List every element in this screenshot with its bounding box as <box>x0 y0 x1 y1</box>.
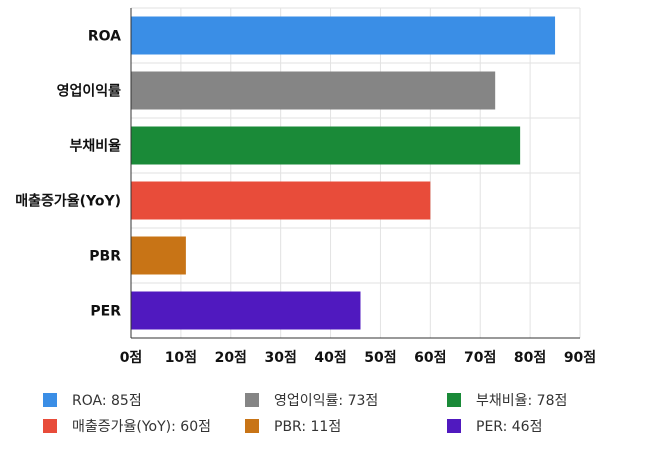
bar <box>131 16 556 55</box>
category-label: 영업이익률 <box>57 83 122 100</box>
legend-label: ROA: 85점 <box>72 393 142 409</box>
x-tick-label: 0점 <box>120 349 143 366</box>
x-tick-label: 10점 <box>165 349 197 366</box>
legend-item: PER: 46점 <box>447 415 542 437</box>
bar <box>131 181 431 220</box>
bars <box>131 16 556 330</box>
legend-item: 영업이익률: 73점 <box>245 389 378 411</box>
grid-lines <box>131 7 581 339</box>
bar <box>131 71 496 110</box>
legend-item: 부채비율: 78점 <box>447 389 567 411</box>
legend-swatch <box>43 419 57 433</box>
x-tick-label: 60점 <box>414 349 446 366</box>
category-label: PER <box>90 304 121 320</box>
x-tick-labels: 0점 10점 20점 30점 40점 50점 60점 70점 80점 90점 <box>120 349 597 366</box>
category-label: PBR <box>89 249 121 265</box>
legend-swatch <box>447 419 461 433</box>
bar <box>131 236 186 275</box>
x-tick-label: 30점 <box>264 349 296 366</box>
legend-swatch <box>43 393 57 407</box>
legend-swatch <box>447 393 461 407</box>
legend-item: 매출증가율(YoY): 60점 <box>43 415 211 437</box>
x-tick-label: 70점 <box>464 349 496 366</box>
legend-label: PER: 46점 <box>476 419 543 435</box>
x-tick-label: 90점 <box>564 349 596 366</box>
category-label: 부채비율 <box>69 138 121 155</box>
legend-label: 부채비율: 78점 <box>476 393 568 409</box>
legend-swatch <box>245 393 259 407</box>
legend-item: ROA: 85점 <box>43 389 142 411</box>
x-tick-label: 80점 <box>514 349 546 366</box>
category-label: 매출증가율(YoY) <box>15 193 121 210</box>
legend-label: PBR: 11점 <box>274 419 342 435</box>
legend-item: PBR: 11점 <box>245 415 341 437</box>
legend-label: 영업이익률: 73점 <box>274 393 379 409</box>
bar <box>131 291 361 330</box>
bar <box>131 126 521 165</box>
x-tick-label: 40점 <box>314 349 346 366</box>
axis <box>130 8 580 339</box>
legend-label: 매출증가율(YoY): 60점 <box>72 419 211 435</box>
x-tick-label: 20점 <box>215 349 247 366</box>
legend-swatch <box>245 419 259 433</box>
category-label: ROA <box>88 29 121 45</box>
x-tick-label: 50점 <box>364 349 396 366</box>
